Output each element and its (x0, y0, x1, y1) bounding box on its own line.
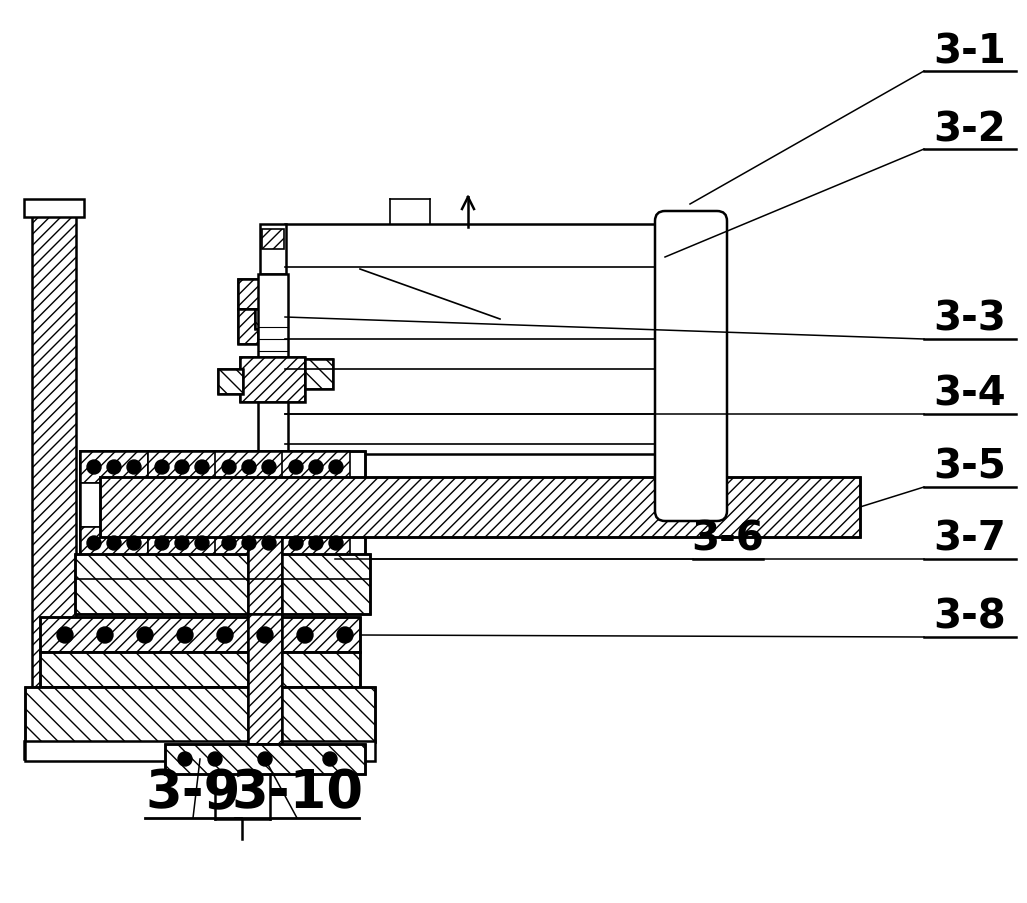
Bar (80, 527, 148, 559)
Bar (100, 478, 860, 537)
Bar (215, 452, 283, 483)
Text: 3-4: 3-4 (934, 375, 1006, 414)
Circle shape (177, 628, 193, 643)
Bar (260, 225, 286, 275)
Bar (238, 310, 258, 345)
Bar (238, 280, 286, 310)
Bar (248, 614, 282, 744)
Circle shape (155, 536, 169, 551)
Bar (148, 527, 216, 559)
Circle shape (127, 461, 141, 474)
Bar (255, 310, 286, 330)
Bar (25, 687, 375, 742)
Bar (672, 368, 686, 386)
Bar (248, 537, 282, 615)
Bar (262, 229, 284, 250)
Text: 3-1: 3-1 (934, 32, 1006, 72)
Circle shape (289, 536, 303, 551)
Bar (215, 483, 283, 527)
Bar (305, 359, 333, 389)
FancyBboxPatch shape (655, 212, 727, 521)
Circle shape (222, 536, 236, 551)
Circle shape (87, 536, 101, 551)
Bar (218, 369, 243, 395)
Bar (148, 452, 216, 483)
Bar (100, 478, 860, 537)
Bar (80, 452, 365, 559)
Bar (24, 200, 84, 218)
Circle shape (329, 461, 343, 474)
Bar (80, 452, 148, 483)
Circle shape (195, 461, 210, 474)
Circle shape (155, 461, 169, 474)
Circle shape (289, 461, 303, 474)
Circle shape (87, 461, 101, 474)
Bar (258, 275, 288, 454)
Bar (25, 741, 375, 761)
Text: 3-9: 3-9 (145, 766, 240, 818)
Bar (80, 452, 365, 559)
Circle shape (137, 628, 153, 643)
Bar (32, 215, 76, 744)
Text: 3-3: 3-3 (934, 300, 1006, 340)
Text: 3-8: 3-8 (934, 598, 1006, 638)
Bar (215, 527, 283, 559)
Circle shape (337, 628, 353, 643)
Text: 3-2: 3-2 (934, 110, 1006, 150)
Text: 3-7: 3-7 (934, 519, 1006, 559)
Bar (40, 652, 360, 687)
Bar (75, 554, 370, 614)
Bar (148, 483, 216, 527)
Bar (40, 618, 360, 652)
Circle shape (178, 752, 192, 766)
Bar (218, 369, 243, 395)
Bar (240, 358, 305, 403)
Circle shape (107, 461, 121, 474)
Bar (240, 358, 305, 403)
Circle shape (175, 461, 189, 474)
Circle shape (107, 536, 121, 551)
Bar (238, 280, 286, 310)
Circle shape (262, 461, 276, 474)
Circle shape (309, 461, 324, 474)
Circle shape (258, 752, 272, 766)
Bar (165, 744, 365, 774)
Bar (248, 614, 282, 744)
Bar (255, 310, 286, 330)
Circle shape (208, 752, 222, 766)
Circle shape (97, 628, 113, 643)
Circle shape (195, 536, 210, 551)
Circle shape (324, 752, 337, 766)
Bar (165, 744, 365, 774)
Circle shape (262, 536, 276, 551)
Circle shape (127, 536, 141, 551)
Bar (80, 483, 148, 527)
Circle shape (58, 628, 73, 643)
Circle shape (257, 628, 273, 643)
Circle shape (297, 628, 313, 643)
Bar (40, 618, 360, 652)
Bar (286, 225, 675, 454)
Circle shape (222, 461, 236, 474)
Bar (248, 537, 282, 615)
Bar (282, 527, 350, 559)
Bar (24, 741, 84, 759)
Text: 3-10: 3-10 (231, 766, 363, 818)
Bar (25, 687, 375, 742)
Circle shape (242, 536, 256, 551)
Circle shape (217, 628, 233, 643)
Bar (40, 652, 360, 687)
Bar (305, 359, 333, 389)
Text: 3-6: 3-6 (691, 519, 764, 559)
Bar (282, 452, 350, 483)
Text: 3-5: 3-5 (934, 448, 1006, 488)
Circle shape (309, 536, 324, 551)
Circle shape (175, 536, 189, 551)
Bar (75, 554, 370, 614)
Circle shape (329, 536, 343, 551)
Circle shape (242, 461, 256, 474)
Bar (282, 483, 350, 527)
Bar (238, 310, 258, 345)
